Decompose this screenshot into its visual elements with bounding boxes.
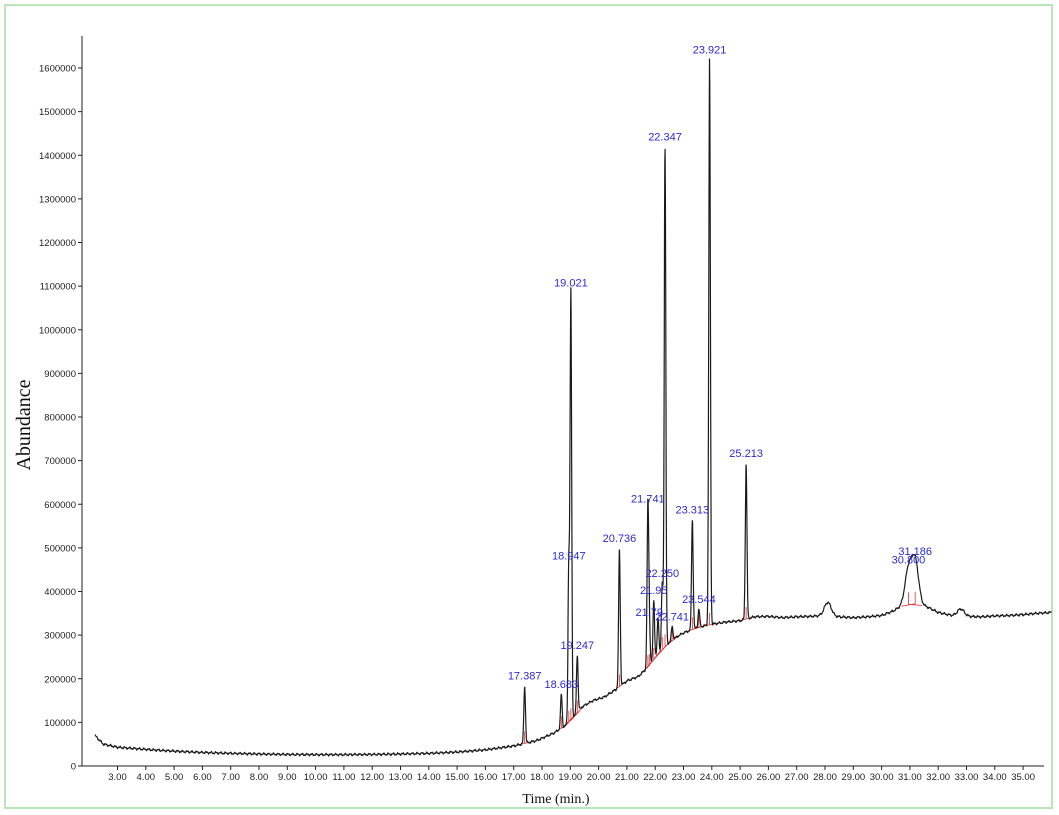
peak-label: 18.683 xyxy=(545,679,579,691)
peak-label: 21.79 xyxy=(635,607,663,619)
peak-label: 23.544 xyxy=(682,594,716,606)
x-tick-label: 31.00 xyxy=(898,772,922,783)
chromatogram-trace xyxy=(94,58,1052,757)
x-tick-label: 3.00 xyxy=(108,772,127,783)
x-tick-label: 27.00 xyxy=(785,772,809,783)
y-tick-label: 700000 xyxy=(44,456,76,467)
x-tick-label: 28.00 xyxy=(813,772,837,783)
x-tick-label: 23.00 xyxy=(672,772,696,783)
peak-label: 25.213 xyxy=(729,448,763,460)
x-tick-label: 30.00 xyxy=(870,772,894,783)
axes xyxy=(81,36,1044,767)
x-tick-label: 4.00 xyxy=(137,772,156,783)
peak-label: 21.95 xyxy=(640,585,668,597)
x-tick-label: 7.00 xyxy=(221,772,240,783)
peak-label: 18.947 xyxy=(552,550,586,562)
x-tick-label: 25.00 xyxy=(728,772,752,783)
x-tick-label: 21.00 xyxy=(615,772,639,783)
x-tick-label: 35.00 xyxy=(1011,772,1035,783)
peak-label: 31.186 xyxy=(898,546,932,558)
x-tick-label: 17.00 xyxy=(502,772,526,783)
integration-baseline xyxy=(908,603,923,606)
y-tick-label: 1500000 xyxy=(39,107,76,118)
x-tick-label: 13.00 xyxy=(389,772,413,783)
y-tick-label: 400000 xyxy=(44,587,76,598)
peak-label: 19.247 xyxy=(560,640,594,652)
y-tick-label: 200000 xyxy=(44,674,76,685)
peak-label: 22.347 xyxy=(648,132,682,144)
x-tick-label: 16.00 xyxy=(474,772,498,783)
y-tick-label: 300000 xyxy=(44,631,76,642)
x-tick-label: 6.00 xyxy=(193,772,212,783)
x-tick-label: 19.00 xyxy=(558,772,582,783)
y-tick-label: 1600000 xyxy=(39,64,76,75)
y-tick-label: 100000 xyxy=(44,718,76,729)
x-tick-label: 12.00 xyxy=(360,772,384,783)
x-tick-label: 34.00 xyxy=(983,772,1007,783)
peak-label: 22.741 xyxy=(655,611,689,623)
x-ticks: 3.00 4.00 5.00 6.00 7.00 8.00 9.00 10.00 11.00 12… xyxy=(108,766,1035,783)
x-axis-title: Time (min.) xyxy=(522,792,589,807)
integration-baseline xyxy=(664,635,680,647)
y-tick-label: 600000 xyxy=(44,500,76,511)
y-tick-label: 1200000 xyxy=(39,238,76,249)
peak-label: 23.313 xyxy=(676,505,710,517)
x-tick-label: 15.00 xyxy=(445,772,469,783)
chart-frame xyxy=(4,4,1053,809)
x-tick-label: 20.00 xyxy=(587,772,611,783)
x-tick-label: 29.00 xyxy=(841,772,865,783)
y-tick-label: 0 xyxy=(71,762,76,773)
y-tick-label: 1300000 xyxy=(39,194,76,205)
x-tick-label: 22.00 xyxy=(643,772,667,783)
y-axis-title: Abundance xyxy=(13,379,35,470)
x-tick-label: 10.00 xyxy=(304,772,328,783)
x-tick-label: 24.00 xyxy=(700,772,724,783)
x-tick-label: 8.00 xyxy=(250,772,269,783)
x-tick-label: 11.00 xyxy=(332,772,355,783)
x-tick-label: 14.00 xyxy=(417,772,441,783)
peak-label: 23.921 xyxy=(693,44,727,56)
y-tick-label: 1100000 xyxy=(40,282,76,293)
x-tick-label: 9.00 xyxy=(278,772,297,783)
peak-label: 22.250 xyxy=(645,568,679,580)
peak-label: 17.387 xyxy=(508,670,542,682)
y-tick-label: 1000000 xyxy=(39,325,76,336)
x-tick-label: 5.00 xyxy=(165,772,184,783)
integration-baseline xyxy=(569,705,585,722)
peak-label: 20.736 xyxy=(603,533,637,545)
x-tick-label: 32.00 xyxy=(926,772,950,783)
peak-label: 21.741 xyxy=(631,494,665,506)
x-tick-label: 26.00 xyxy=(757,772,781,783)
y-tick-label: 1400000 xyxy=(39,151,76,162)
peak-label: 19.021 xyxy=(554,278,588,290)
integration-baseline xyxy=(901,603,916,607)
x-tick-label: 33.00 xyxy=(955,772,979,783)
y-ticks: 0 100000 200000 300000 400000 500000 600000 700… xyxy=(39,64,82,773)
y-tick-label: 500000 xyxy=(44,543,76,554)
y-tick-label: 900000 xyxy=(44,369,76,380)
peak-label: 30.800 xyxy=(892,555,926,567)
x-tick-label: 18.00 xyxy=(530,772,554,783)
y-tick-label: 800000 xyxy=(44,413,76,424)
